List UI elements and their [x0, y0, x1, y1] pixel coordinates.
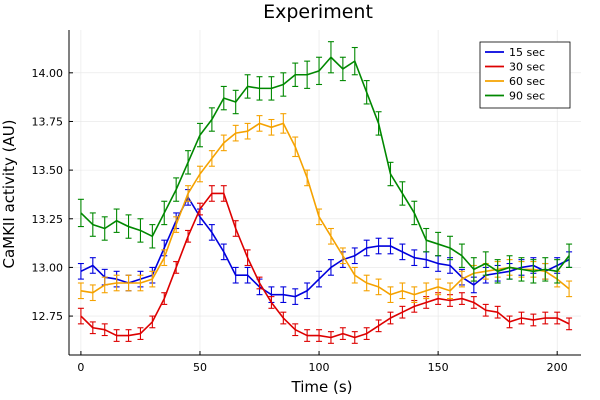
x-tick-label: 100: [309, 361, 330, 374]
y-axis-label: CaMKII activity (AU): [0, 119, 18, 268]
x-tick-label: 50: [193, 361, 207, 374]
legend-label: 90 sec: [509, 90, 545, 103]
series-layer: [77, 41, 573, 344]
y-tick-label: 13.75: [32, 115, 64, 128]
legend-label: 15 sec: [509, 46, 545, 59]
y-tick-label: 12.75: [32, 310, 64, 323]
series-line: [80, 122, 570, 296]
series-4: [77, 41, 573, 284]
axes: [68, 30, 581, 356]
legend-label: 60 sec: [509, 75, 545, 88]
y-tick-label: 13.25: [32, 213, 64, 226]
chart-title: Experiment: [263, 1, 373, 23]
x-tick-label: 150: [428, 361, 449, 374]
series-line: [80, 56, 570, 273]
y-tick-label: 13.00: [32, 261, 64, 274]
x-axis-label: Time (s): [291, 378, 353, 396]
series-3: [77, 113, 573, 304]
x-tick-label: 200: [547, 361, 568, 374]
ticks: 0 50 100 150 200 12.75 13.00 13.25 13.50 13.75 14.…: [32, 67, 568, 374]
legend-label: 30 sec: [509, 61, 545, 74]
y-tick-label: 13.50: [32, 164, 64, 177]
series-line: [80, 192, 570, 339]
legend-box: [479, 41, 571, 109]
x-tick-label: 0: [77, 361, 84, 374]
series-2: [77, 185, 573, 344]
y-tick-label: 14.00: [32, 67, 64, 80]
